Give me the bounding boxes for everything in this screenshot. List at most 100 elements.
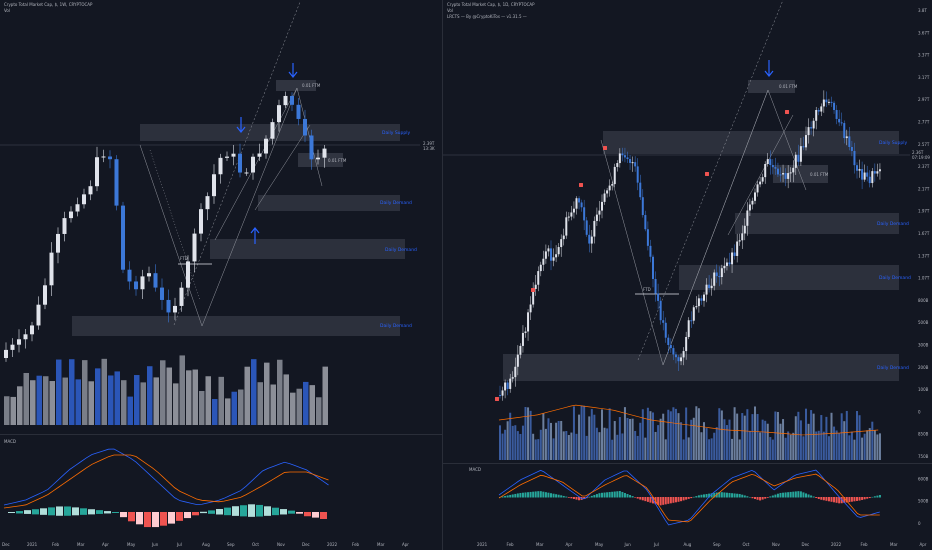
right-y-axis: 3.8T 3.67T 3.37T 3.17T 2.97T 2.77T 2.57T 2.37T 2… [918,8,930,526]
right-volume-bar [506,421,509,460]
right-y-tick-label: 850B [918,432,929,437]
left-volume-bar [225,398,231,425]
right-macd-hist-bar [761,497,764,500]
left-macd-hist-bar [104,511,111,514]
right-macd-hist-bar [728,492,731,498]
right-macd-hist-bar [802,492,805,498]
right-candle [878,169,881,172]
right-macd-hist-bar [583,497,586,500]
right-candle [662,320,665,323]
right-volume-bar [856,411,858,460]
right-candle [603,193,606,202]
right-macd-hist-bar [738,493,741,498]
right-candle [618,153,621,164]
right-candle [639,182,642,198]
left-volume-bar [244,366,250,425]
right-candle [641,197,644,216]
left-x-tick-label: Mar [377,542,385,547]
right-volume-bar [654,431,657,460]
right-trend-line [637,0,784,361]
right-macd-hist-bar [741,494,744,498]
left-candle [186,261,190,288]
left-macd [3,448,329,528]
right-volume-bar [652,412,654,460]
right-candle [567,216,570,218]
right-macd-hist-bar [639,497,642,500]
left-volume-bar [56,359,62,425]
right-volume-bar [639,422,642,460]
right-macd-hist-bar [718,492,721,498]
right-macd-hist-bar [871,496,874,498]
right-volume-bar [585,435,588,460]
right-candle [631,162,634,164]
left-volume-bar [192,369,198,425]
right-volume-bar [519,433,522,460]
right-macd-hist-bar [534,491,537,498]
right-candle [812,120,815,129]
right-x-tick-label: 2022 [831,542,842,547]
left-macd-hist-bar [56,506,63,516]
right-candle [544,251,547,259]
left-macd-hist-bar [128,512,135,522]
right-macd-hist-bar [703,494,705,498]
right-macd-hist-bar [608,492,611,498]
right-macd-hist-bar [659,497,662,506]
left-chart-pane[interactable]: Crypto Total Market Cap, $, 1W, CRYPTOCA… [0,0,443,550]
left-macd-hist-bar [320,512,327,519]
right-candle [606,190,609,194]
left-macd-hist-bar [240,505,247,517]
right-volume-bar [677,413,680,460]
right-candle [771,164,774,168]
right-candle [868,176,871,184]
right-macd-hist-bar [748,496,751,498]
right-chart-pane[interactable]: Crypto Total Market Cap, $, 1D, CRYPTOCA… [443,0,932,550]
right-volume-bar [866,430,869,460]
left-candle [309,135,314,160]
right-macd-hist-bar [501,496,504,498]
right-macd-hist-bar [519,492,522,498]
right-macd-hist-bar [634,497,637,498]
right-pane-divider[interactable] [443,463,932,464]
right-volume-label: Vol [447,8,453,13]
right-y-tick-label: 2.97T [918,97,930,102]
right-volume-bar [779,423,782,460]
right-macd-label: MACD [469,467,481,472]
right-macd-hist-bar [514,493,517,498]
right-macd-hist-bar [866,497,869,499]
left-pane-divider[interactable] [0,434,442,435]
right-volume-bar [521,425,524,460]
right-y-tick-label: 2.17T [918,186,930,191]
left-signal-line [3,454,329,509]
left-volume-bar [108,375,114,425]
right-macd-hist-bar [644,497,647,502]
right-volume-bar [626,418,629,460]
right-macd-hist-bar [593,494,596,498]
right-volume-bar [766,423,769,460]
right-macd-hist-bar [736,493,739,498]
left-volume-bar [173,383,179,425]
right-zone-demand-2 [679,265,899,290]
right-macd-hist-bar [822,497,825,501]
right-macd-hist-bar [509,494,512,498]
left-macd-hist-bar [112,512,119,513]
right-volume-bar [539,429,542,460]
right-candle [876,171,879,174]
right-candle [657,293,660,301]
left-macd-hist-bar [248,504,255,517]
right-price-chart[interactable]: Daily Supply Daily Demand Daily Demand D… [443,0,932,550]
left-volume-bar [186,370,192,425]
right-candle [728,262,731,265]
right-volume-bar [593,414,596,460]
left-candle [121,205,125,270]
left-price-chart[interactable]: Daily Supply Daily Demand Daily Demand D… [0,0,442,550]
right-candle [690,320,693,322]
right-macd-hist-bar [662,497,665,505]
right-volume-bar [756,414,759,460]
right-candle [516,354,519,367]
right-signal-marker [495,397,499,401]
right-candle [871,171,874,184]
right-macd-hist-bar [856,497,858,501]
right-macd-hist-bar [560,495,563,498]
right-macd-hist-bar [532,491,535,498]
right-volume-bar [611,439,614,460]
